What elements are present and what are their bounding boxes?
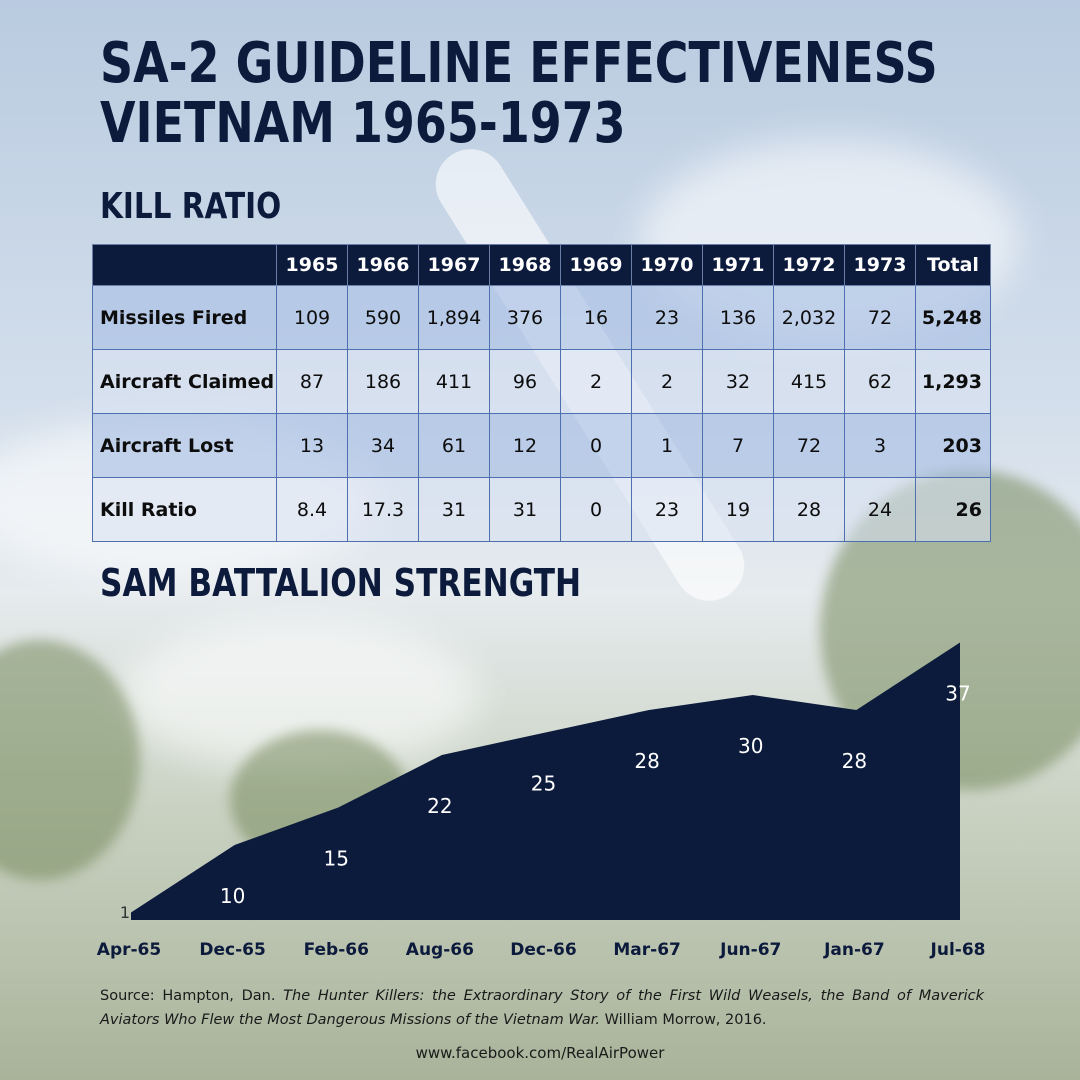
table-cell: 3 [844,413,916,478]
table-cell: 16 [560,285,632,350]
x-tick-label: Feb-66 [304,940,369,960]
data-label: 28 [842,749,867,773]
x-tick-label: Aug-66 [406,940,474,960]
table-cell: 96 [489,349,561,414]
table-cell: 1 [631,413,703,478]
x-tick-label: Mar-67 [613,940,681,960]
column-header [92,244,277,286]
table-cell: 28 [773,477,845,542]
table-row: Aircraft Claimed 87 186 411 96 2 2 32 41… [92,349,991,414]
x-tick-label: Dec-65 [199,940,265,960]
source-book-title: The Hunter Killers: the Extraordinary St… [100,988,984,1028]
data-label: 22 [427,794,452,818]
x-tick-label: Jan-67 [823,940,885,960]
table-cell: 109 [276,285,348,350]
data-label: 25 [531,772,556,796]
data-label: 37 [945,682,970,706]
column-header: 1968 [489,244,561,286]
table-cell: 136 [702,285,774,350]
column-header: 1970 [631,244,703,286]
x-tick-label: Jul-68 [930,940,986,960]
table-cell: 12 [489,413,561,478]
table-row: Kill Ratio 8.4 17.3 31 31 0 23 19 28 24 … [92,477,991,542]
table-cell: 32 [702,349,774,414]
table-cell: 13 [276,413,348,478]
table-cell: 23 [631,477,703,542]
x-tick-label: Apr-65 [97,940,161,960]
table-row: Missiles Fired 109 590 1,894 376 16 23 1… [92,285,991,350]
total-cell: 26 [915,477,991,542]
table-cell: 1,894 [418,285,490,350]
table-cell: 19 [702,477,774,542]
column-header: 1973 [844,244,916,286]
column-header: 1967 [418,244,490,286]
kill-ratio-table: 1965 1966 1967 1968 1969 1970 1971 1972 … [92,244,991,542]
total-cell: 203 [915,413,991,478]
table-cell: 24 [844,477,916,542]
table-cell: 72 [844,285,916,350]
page-title: SA-2 GUIDELINE EFFECTIVENESS VIETNAM 196… [100,34,938,154]
total-cell: 1,293 [915,349,991,414]
table-cell: 7 [702,413,774,478]
table-cell: 62 [844,349,916,414]
table-cell: 0 [560,477,632,542]
source-prefix: Source: Hampton, Dan. [100,988,276,1004]
data-label: 15 [324,847,349,871]
sam-chart-title: SAM BATTALION STRENGTH [100,561,582,605]
source-citation: Source: Hampton, Dan. The Hunter Killers… [100,984,984,1032]
title-line-2: VIETNAM 1965-1973 [100,91,626,156]
table-cell: 2,032 [773,285,845,350]
row-label: Missiles Fired [92,285,277,350]
column-header: 1969 [560,244,632,286]
table-cell: 590 [347,285,419,350]
table-cell: 2 [560,349,632,414]
footer-url: www.facebook.com/RealAirPower [415,1044,665,1062]
table-cell: 8.4 [276,477,348,542]
table-cell: 415 [773,349,845,414]
column-header: 1972 [773,244,845,286]
area-series [131,642,960,920]
table-row: Aircraft Lost 13 34 61 12 0 1 7 72 3 203 [92,413,991,478]
table-cell: 0 [560,413,632,478]
row-label: Aircraft Lost [92,413,277,478]
data-label: 30 [738,734,763,758]
table-cell: 186 [347,349,419,414]
table-cell: 34 [347,413,419,478]
title-line-1: SA-2 GUIDELINE EFFECTIVENESS [100,31,938,96]
row-label: Aircraft Claimed [92,349,277,414]
table-cell: 72 [773,413,845,478]
table-cell: 31 [418,477,490,542]
table-cell: 376 [489,285,561,350]
kill-ratio-heading: KILL RATIO [100,186,282,227]
source-suffix: William Morrow, 2016. [604,1012,767,1028]
x-tick-label: Jun-67 [719,940,781,960]
data-label: 28 [634,749,659,773]
row-label: Kill Ratio [92,477,277,542]
data-label: 1 [120,903,130,922]
column-header: 1971 [702,244,774,286]
table-cell: 87 [276,349,348,414]
total-cell: 5,248 [915,285,991,350]
x-tick-label: Dec-66 [510,940,576,960]
data-label: 10 [220,884,245,908]
